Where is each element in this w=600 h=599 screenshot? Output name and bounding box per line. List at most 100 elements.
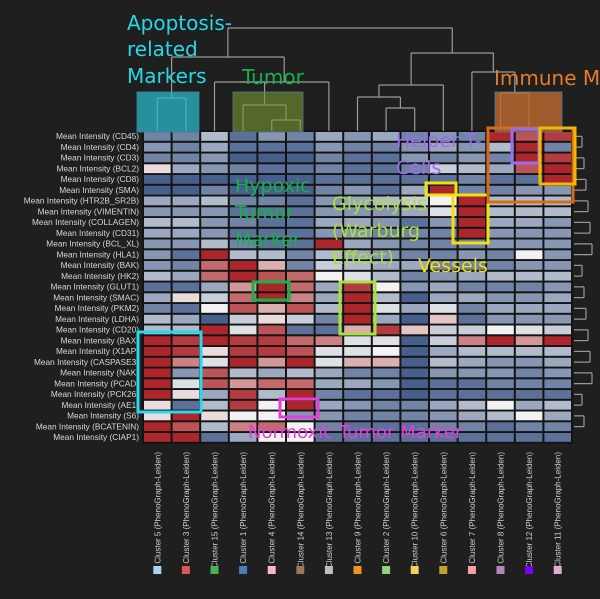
heatmap-cell xyxy=(458,164,486,174)
heatmap-cell xyxy=(344,400,371,410)
heatmap-cell xyxy=(372,293,400,303)
heatmap-cell xyxy=(172,390,200,399)
row-label: Mean Intensity (CD31) xyxy=(56,228,139,238)
heatmap-cell xyxy=(544,142,571,152)
heatmap-cell xyxy=(201,228,228,238)
heatmap-cell xyxy=(172,357,200,367)
heatmap-cell xyxy=(487,271,514,281)
heatmap-cell xyxy=(430,390,457,399)
heatmap-cell xyxy=(401,250,428,260)
normoxic-label: Normoxic Tumor Marker xyxy=(248,422,463,443)
heatmap-cell xyxy=(430,282,457,292)
heatmap-cell xyxy=(401,411,428,421)
heatmap-cell xyxy=(544,261,571,270)
column-label: Cluster 9 (PhenoGraph-Leiden) xyxy=(354,452,363,564)
heatmap-cell xyxy=(144,336,171,346)
heatmap-cell xyxy=(515,347,543,356)
tumor-label: Tumor xyxy=(241,65,305,89)
row-label: Mean Intensity (SMAC) xyxy=(53,292,139,302)
heatmap-cell xyxy=(258,175,285,184)
heatmap-cell xyxy=(172,347,200,356)
row-label: Mean Intensity (BCL2) xyxy=(56,163,139,173)
heatmap-cell xyxy=(172,261,200,270)
column-label: Cluster 3 (PhenoGraph-Leiden) xyxy=(182,452,191,564)
heatmap-cell xyxy=(229,153,257,163)
heatmap-cell xyxy=(315,357,343,367)
heatmap-cell xyxy=(372,228,400,238)
heatmap-cell xyxy=(258,153,285,163)
heatmap-cell xyxy=(344,153,371,163)
heatmap-cell xyxy=(287,250,314,260)
heatmap-cell xyxy=(458,336,486,346)
heatmap-cell xyxy=(372,142,400,152)
cluster-color-swatch xyxy=(296,566,305,574)
cluster-color-swatch xyxy=(239,566,248,574)
cluster-color-swatch xyxy=(553,566,562,574)
heatmap-cell xyxy=(172,142,200,152)
heatmap-cell xyxy=(172,175,200,184)
heatmap-cell xyxy=(315,411,343,421)
row-label: Mean Intensity (GLUT1) xyxy=(50,282,139,292)
heatmap-cell xyxy=(258,411,285,421)
column-label: Cluster 7 (PhenoGraph-Leiden) xyxy=(468,452,477,564)
heatmap-cell xyxy=(229,400,257,410)
heatmap-cell xyxy=(201,261,228,270)
heatmap-cell xyxy=(144,153,171,163)
row-label: Mean Intensity (LDHA) xyxy=(55,314,139,324)
heatmap-cell xyxy=(430,164,457,174)
heatmap-cell xyxy=(487,164,514,174)
heatmap-cell xyxy=(430,228,457,238)
heatmap-cell xyxy=(401,185,428,195)
heatmap-cell xyxy=(458,379,486,389)
heatmap-cell xyxy=(144,293,171,303)
heatmap-cell xyxy=(229,207,257,217)
heatmap-cell xyxy=(430,293,457,303)
heatmap-cell xyxy=(201,325,228,335)
heatmap-cell xyxy=(458,390,486,399)
heatmap-cell xyxy=(515,379,543,389)
heatmap-cell xyxy=(544,433,571,442)
heatmap-cell xyxy=(287,400,314,410)
heatmap-cell xyxy=(344,304,371,313)
heatmap-cell xyxy=(344,185,371,195)
heatmap-cell xyxy=(430,325,457,335)
heatmap-cell xyxy=(458,271,486,281)
row-label: Mean Intensity (CD45) xyxy=(56,131,139,141)
heatmap-cell xyxy=(372,282,400,292)
heatmap-cell xyxy=(372,218,400,227)
vessels-box xyxy=(451,193,490,245)
normoxic-marker-box xyxy=(278,397,320,419)
heatmap-cell xyxy=(344,314,371,324)
heatmap-cell xyxy=(344,218,371,227)
heatmap-cell xyxy=(544,411,571,421)
heatmap-cell xyxy=(430,411,457,421)
hypoxic-label: Marker xyxy=(235,229,301,251)
heatmap-cell xyxy=(458,185,486,195)
heatmap-cell xyxy=(201,304,228,313)
column-label: Cluster 5 (PhenoGraph-Leiden) xyxy=(153,452,162,564)
heatmap-cell xyxy=(144,422,171,432)
heatmap-cell xyxy=(458,433,486,442)
heatmap-cell xyxy=(487,390,514,399)
heatmap-cell xyxy=(458,357,486,367)
heatmap-cell xyxy=(401,422,428,432)
heatmap-cell xyxy=(172,314,200,324)
heatmap-cell xyxy=(229,368,257,378)
heatmap-cell xyxy=(201,411,228,421)
heatmap-cell xyxy=(258,422,285,432)
heatmap-cell xyxy=(344,164,371,174)
heatmap-cell xyxy=(201,142,228,152)
heatmap-cell xyxy=(401,368,428,378)
heatmap-cell xyxy=(144,282,171,292)
heatmap-cell xyxy=(201,347,228,356)
heatmap-cell xyxy=(201,132,228,141)
heatmap-cell xyxy=(544,347,571,356)
heatmap-cell xyxy=(515,304,543,313)
row-label: Mean Intensity (PKM2) xyxy=(55,303,140,313)
heatmap-cell xyxy=(372,175,400,184)
heatmap-cell xyxy=(287,142,314,152)
cluster-color-swatch xyxy=(210,566,219,574)
cluster-color-swatch xyxy=(525,566,534,574)
heatmap-cell xyxy=(258,357,285,367)
heatmap-cell xyxy=(144,347,171,356)
